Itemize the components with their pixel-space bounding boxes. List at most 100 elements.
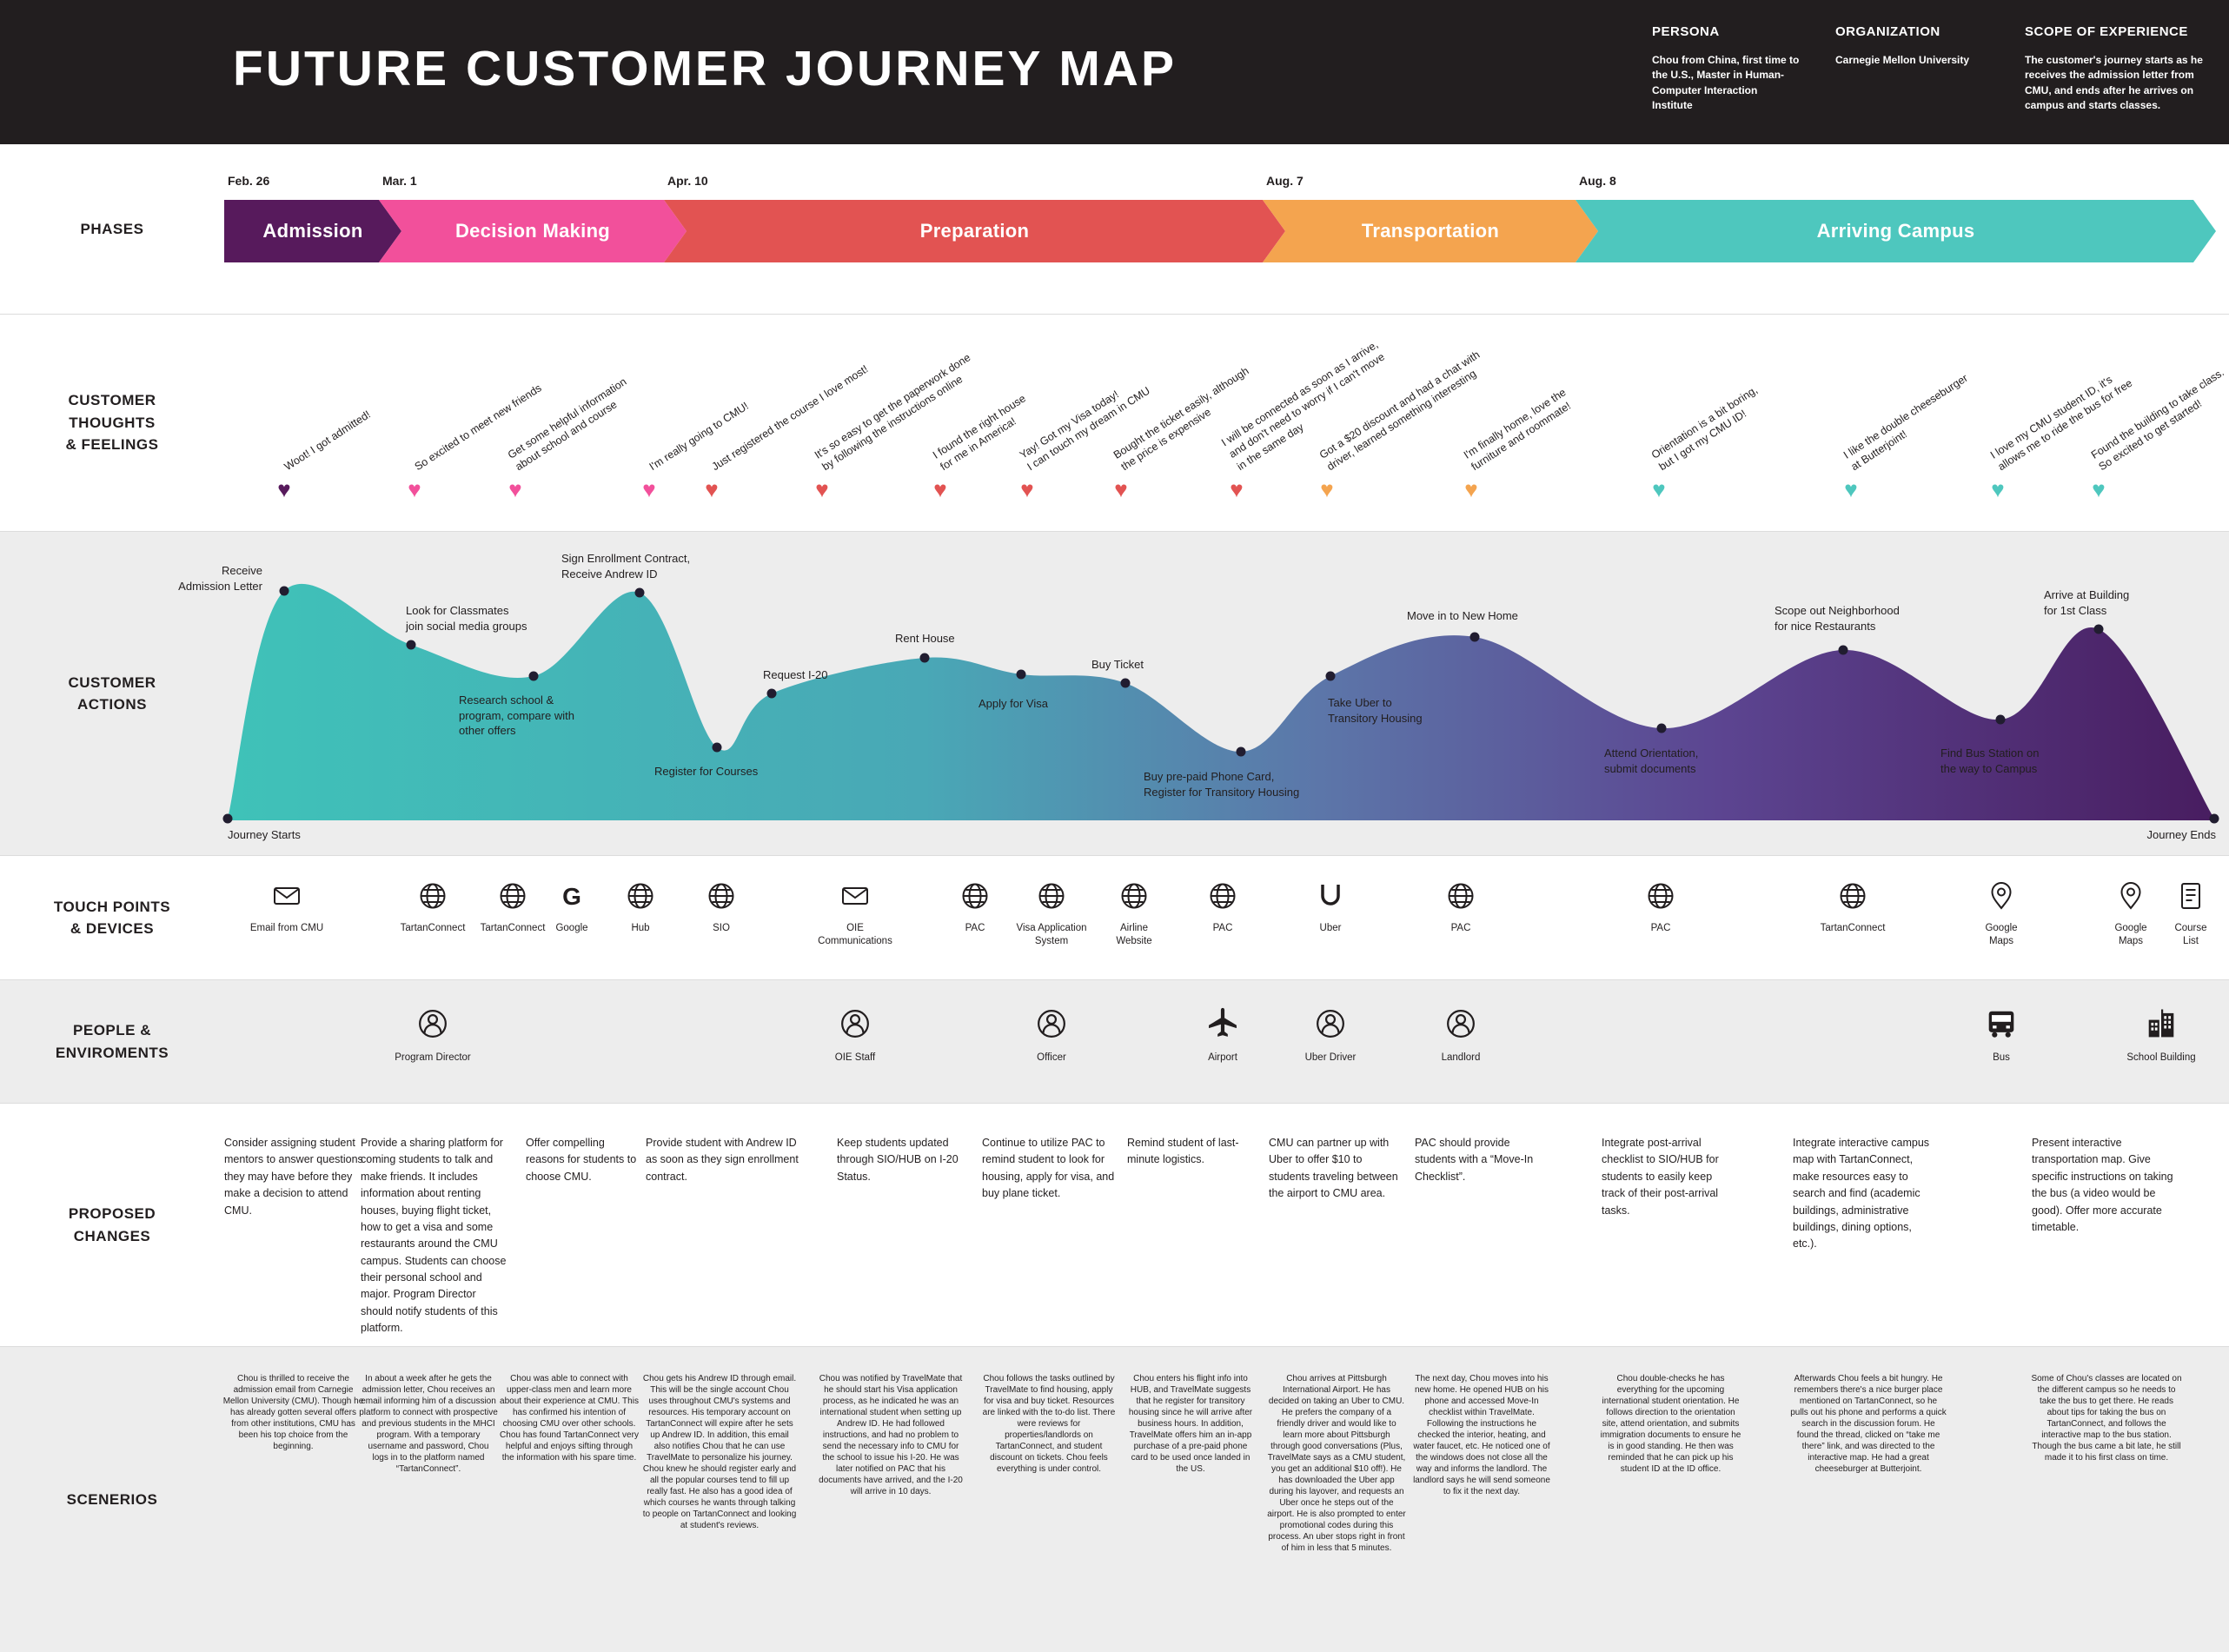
proposed-change: Remind student of last-minute logistics.: [1127, 1137, 1239, 1166]
person-icon: [1311, 1005, 1350, 1043]
touchpoint: Course List: [2137, 879, 2229, 948]
action-label: Journey Ends: [2146, 828, 2217, 841]
heart-icon: ♥: [1844, 476, 1858, 502]
people-band: PEOPLE & ENVIROMENTS Program Director OIE…: [0, 980, 2229, 1104]
envelope-icon: [269, 879, 304, 913]
phases-band: PHASES Feb. 26 Admission Mar. 1 Decision Ma…: [0, 144, 2229, 315]
heart-icon: ♥: [1464, 476, 1478, 502]
journey-point: [1325, 671, 1336, 681]
touchpoint-label: Email from CMU: [249, 923, 324, 933]
touchpoint: TartanConnect: [1799, 879, 1907, 935]
persona-block: PERSONA Chou from China, first time to t…: [1652, 24, 1800, 114]
person-label: Airport: [1208, 1052, 1237, 1063]
thought-text: Woot! I got admitted!: [282, 408, 373, 473]
phase-arriving-campus: Arriving Campus: [1576, 200, 2216, 262]
journey-point: [279, 586, 289, 596]
thought-text: I'm really going to CMU!: [647, 399, 751, 473]
touchpoint: SIO: [667, 879, 775, 935]
scenario: The next day, Chou moves into his new ho…: [1413, 1374, 1550, 1496]
thought-text: I found the right house for me in Americ…: [930, 391, 1028, 473]
organization-block: ORGANIZATION Carnegie Mellon University: [1835, 24, 2005, 68]
course-list-icon: [2173, 879, 2208, 913]
proposed-change: Integrate post-arrival checklist to SIO/…: [1602, 1137, 1719, 1217]
phase-date: Aug. 7: [1266, 174, 1304, 188]
person-label: Uber Driver: [1304, 1052, 1357, 1063]
phase-label: Transportation: [1361, 220, 1500, 242]
person-icon: [836, 1005, 874, 1043]
touchpoint: Google Maps: [1947, 879, 2055, 948]
journey-point: [919, 653, 930, 663]
proposed-change: Continue to utilize PAC to remind studen…: [982, 1137, 1115, 1200]
scenario: Chou was notified by TravelMate that he …: [819, 1374, 963, 1496]
touchpoint: PAC: [1169, 879, 1277, 935]
touchpoint: TartanConnect: [379, 879, 487, 935]
scenario: Afterwards Chou feels a bit hungry. He r…: [1790, 1374, 1947, 1474]
action-label: Take Uber to Transitory Housing: [1328, 696, 1423, 725]
proposed-change: CMU can partner up with Uber to offer $1…: [1269, 1137, 1398, 1200]
actions-band: Journey Starts Receive Admission Letter Lo…: [0, 532, 2229, 856]
phase-date: Aug. 8: [1579, 174, 1616, 188]
globe-icon: [1034, 879, 1069, 913]
phase-label: Arriving Campus: [1816, 220, 1975, 242]
envelope-icon: [838, 879, 872, 913]
heart-icon: ♥: [1230, 476, 1244, 502]
touchpoint-label: Google Maps: [2114, 923, 2147, 946]
action-label: Look for Classmates join social media gr…: [406, 604, 527, 633]
phase-label: Decision Making: [454, 220, 611, 242]
journey-curve-holder: [0, 532, 2229, 855]
row-label-actions: CUSTOMER ACTIONS: [68, 673, 156, 713]
thought-text: Orientation is a bit boring, but I got m…: [1649, 382, 1760, 473]
action-label: Rent House: [895, 632, 955, 645]
heart-icon: ♥: [933, 476, 947, 502]
scenario: Chou gets his Andrew ID through email. T…: [642, 1374, 797, 1530]
journey-point: [712, 742, 722, 753]
heart-icon: ♥: [705, 476, 719, 502]
proposed-change: Provide a sharing platform for coming st…: [361, 1137, 507, 1335]
touchpoint-label: Course List: [2174, 923, 2207, 946]
proposed-change: Keep students updated through SIO/HUB on…: [837, 1137, 959, 1183]
heart-icon: ♥: [408, 476, 421, 502]
touchpoint: PAC: [921, 879, 1029, 935]
person-label: Bus: [1993, 1052, 2010, 1063]
heart-icon: ♥: [1020, 476, 1034, 502]
touchpoint-label: TartanConnect: [1820, 923, 1886, 933]
map-pin-icon: [1984, 879, 2019, 913]
touchpoint: OIE Communications: [801, 879, 909, 948]
scope-text: The customer's journey starts as he rece…: [2025, 54, 2203, 112]
person-label: Landlord: [1441, 1052, 1481, 1063]
journey-point: [528, 671, 539, 681]
touchpoint: PAC: [1607, 879, 1715, 935]
row-label-phases: PHASES: [80, 220, 144, 237]
scenario: Chou follows the tasks outlined by Trave…: [982, 1374, 1116, 1474]
proposed-change: Integrate interactive campus map with Ta…: [1793, 1137, 1930, 1251]
touchpoint-label: PAC: [1650, 923, 1671, 933]
person-icon: [414, 1005, 452, 1043]
globe-icon: [495, 879, 530, 913]
scope-label: SCOPE OF EXPERIENCE: [2025, 24, 2188, 39]
heart-icon: ♥: [508, 476, 522, 502]
row-label-touchpoints: TOUCH POINTS & DEVICES: [53, 898, 171, 938]
phase-admission: Admission: [224, 200, 401, 262]
phase-arrows-layer: Feb. 26 Admission Mar. 1 Decision Making Apr…: [0, 144, 2229, 314]
action-label: Scope out Neighborhood for nice Restaura…: [1775, 604, 1900, 633]
person-item: School Building: [2107, 1005, 2215, 1065]
scope-block: SCOPE OF EXPERIENCE The customer's journ…: [2025, 24, 2223, 114]
touchpoint-label: Google Maps: [1985, 923, 2018, 946]
action-label: Receive Admission Letter: [178, 564, 262, 593]
journey-point: [1838, 645, 1848, 655]
svg-text:G: G: [562, 883, 581, 910]
person-item: Officer: [998, 1005, 1105, 1065]
journey-point: [1995, 714, 2006, 725]
journey-point: [1016, 669, 1026, 680]
touchpoint: Hub: [587, 879, 694, 935]
touchpoint: Visa Application System: [998, 879, 1105, 948]
journey-point: [1469, 632, 1480, 642]
persona-text: Chou from China, first time to the U.S.,…: [1652, 54, 1800, 112]
phase-transportation: Transportation: [1263, 200, 1598, 262]
heart-icon: ♥: [815, 476, 829, 502]
person-icon: [1032, 1005, 1071, 1043]
action-labels-layer: Journey Starts Receive Admission Letter Lo…: [0, 532, 2229, 855]
action-label: Buy Ticket: [1091, 658, 1144, 671]
building-icon: [2142, 1005, 2180, 1043]
scenario: In about a week after he gets the admiss…: [359, 1374, 498, 1474]
